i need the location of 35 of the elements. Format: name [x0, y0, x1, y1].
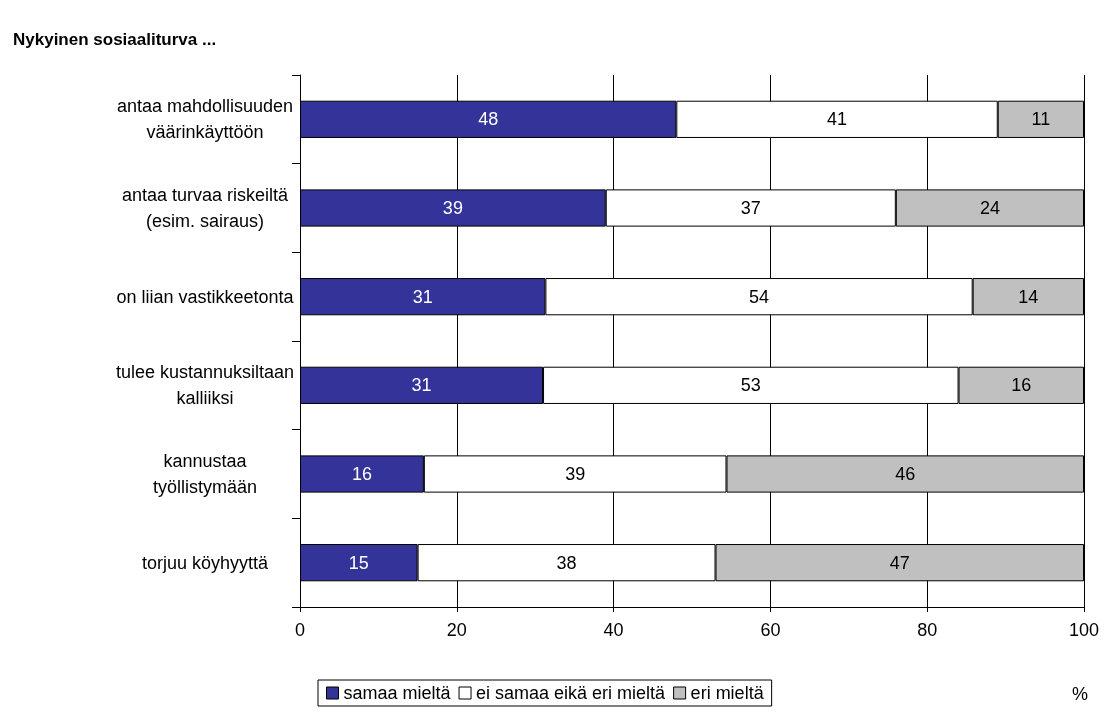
- data-label: 11: [1031, 109, 1051, 130]
- data-label: 14: [1018, 286, 1039, 307]
- y-tick-label: antaa mahdollisuuden väärinkäyttöön: [116, 96, 294, 143]
- legend-label: samaa mieltä: [343, 683, 452, 703]
- data-label: 41: [827, 109, 848, 130]
- legend-label: eri mieltä: [690, 683, 765, 703]
- x-tick-label: 40: [603, 620, 624, 640]
- data-label: 38: [556, 552, 577, 573]
- data-label: 53: [740, 375, 761, 396]
- legend-label: ei samaa eikä eri mieltä: [476, 683, 667, 703]
- x-tick-label: 60: [760, 620, 781, 640]
- x-tick-label: 0: [294, 620, 306, 640]
- y-tick-label: antaa turvaa riskeiltä (esim. sairaus): [121, 185, 290, 231]
- data-label: 46: [895, 464, 916, 484]
- data-label: 37: [740, 198, 761, 218]
- y-tick-label: kannustaa työllistymään: [152, 451, 258, 497]
- data-label: 47: [889, 552, 910, 573]
- data-label: 24: [979, 198, 1000, 218]
- data-label: 39: [442, 198, 463, 218]
- y-tick-label: tulee kustannuksiltaan kalliiksi: [115, 362, 295, 409]
- data-label: 31: [412, 286, 433, 307]
- y-tick-label: torjuu köyhyyttä: [141, 552, 270, 573]
- x-tick-label: 100: [1068, 620, 1100, 640]
- x-tick-label: 20: [446, 620, 467, 640]
- y-tick-label: on liian vastikkeetonta: [116, 286, 295, 307]
- text: Nykyinen sosiaaliturva ...: [13, 30, 217, 49]
- data-label: 48: [478, 109, 499, 130]
- data-label: 54: [749, 286, 770, 307]
- x-tick-label: 80: [917, 620, 938, 640]
- data-label: 16: [1011, 375, 1032, 396]
- data-label: 31: [411, 375, 432, 396]
- data-label: 15: [348, 552, 369, 573]
- x-axis-title: %: [1072, 684, 1089, 704]
- data-label: 16: [351, 464, 372, 484]
- data-label: 39: [565, 464, 586, 484]
